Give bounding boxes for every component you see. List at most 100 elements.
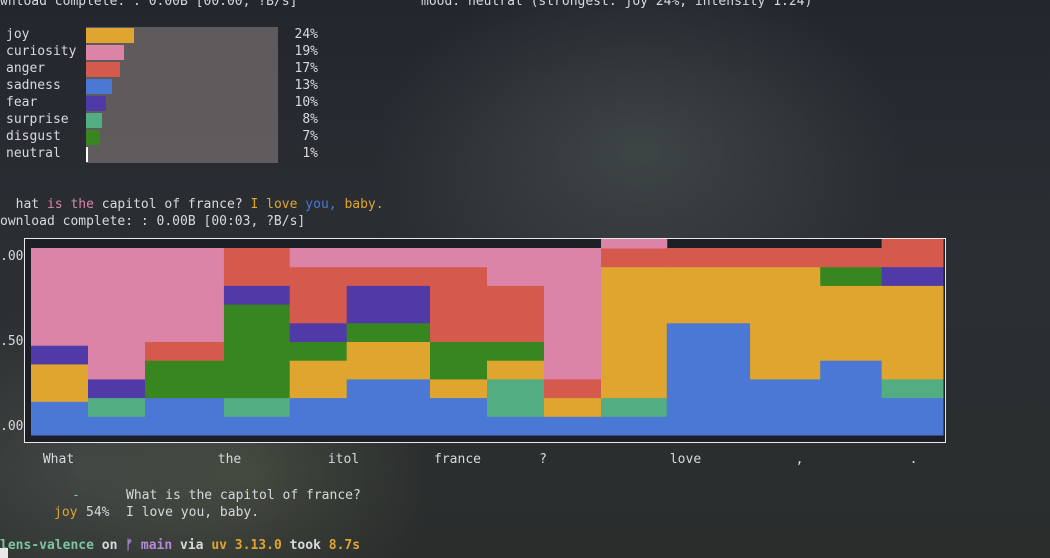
git-branch-icon: ᚠ <box>125 538 141 553</box>
stack-segment-curiosity <box>601 239 668 249</box>
stack-segment-fear <box>289 322 348 342</box>
stack-segment-sadness <box>487 416 545 436</box>
stack-segment-sadness <box>145 397 225 436</box>
emotion-percent: 19% <box>294 44 318 59</box>
stack-segment-joy <box>289 360 348 399</box>
stack-segment-joy <box>346 341 431 380</box>
stack-segment-fear <box>881 266 944 286</box>
stack-segment-disgust <box>223 304 291 399</box>
stack-segment-anger <box>601 248 668 268</box>
terminal-cursor[interactable] <box>0 548 8 558</box>
prompt-uv-version: uv 3.13.0 <box>211 538 282 553</box>
stack-segment-surprise <box>223 397 291 417</box>
prompt-duration: 8.7s <box>328 538 361 553</box>
emotion-row-joy: joy 24% <box>6 27 336 44</box>
stack-segment-disgust <box>820 266 883 286</box>
stack-segment-sadness <box>346 378 431 436</box>
stack-segment-sadness <box>223 416 291 436</box>
result-line-1: What is the capitol of france? <box>126 488 361 503</box>
word-what: hat <box>15 197 40 212</box>
stack-segment-anger <box>487 285 545 342</box>
stack-segment-anger <box>544 378 602 399</box>
stack-segment-surprise <box>881 378 944 399</box>
chart-plot-area <box>31 239 944 436</box>
y-tick-top: .00 <box>0 249 24 264</box>
emotion-row-anger: anger 17% <box>6 61 336 78</box>
prompt-branch: main <box>140 538 173 553</box>
stack-segment-sadness <box>666 322 751 436</box>
stack-segment-anger <box>820 248 883 268</box>
shell-prompt: lens-valence on ᚠ main via uv 3.13.0 too… <box>0 538 361 553</box>
stack-segment-anger <box>289 266 348 324</box>
stack-segment-curiosity <box>487 248 545 286</box>
emotion-row-sadness: sadness 13% <box>6 78 336 95</box>
stack-segment-sadness <box>430 397 488 436</box>
stack-segment-joy <box>601 266 668 399</box>
emotion-percent: 10% <box>294 95 318 110</box>
stack-segment-joy <box>750 266 821 380</box>
word-france: france? <box>187 197 243 212</box>
stack-segment-sadness <box>544 416 602 436</box>
emotion-label: surprise <box>6 112 69 127</box>
mood-summary: mood: neutral (strongest: joy 24%, inten… <box>421 0 813 9</box>
stack-segment-sadness <box>750 378 821 436</box>
emotion-bar-anger <box>86 62 120 77</box>
stack-segment-anger <box>430 266 488 342</box>
stack-segment-curiosity <box>289 248 348 268</box>
x-tick-label: france <box>434 452 481 467</box>
emotion-label: sadness <box>6 78 61 93</box>
stack-segment-curiosity <box>31 248 89 346</box>
word-you: you, <box>305 197 337 212</box>
word-of: of <box>164 197 181 212</box>
emotion-row-fear: fear 10% <box>6 95 336 112</box>
stack-segment-sadness <box>289 397 348 436</box>
stack-segment-curiosity <box>544 248 602 380</box>
stack-segment-disgust <box>289 341 348 361</box>
x-tick-label: ? <box>539 452 547 467</box>
emotion-label: curiosity <box>6 44 77 59</box>
neutral-marker: - <box>72 488 80 503</box>
emotion-percent: 13% <box>294 78 318 93</box>
word-baby: baby. <box>344 197 384 212</box>
emotion-percent: 24% <box>294 27 318 42</box>
x-tick-label: love <box>669 452 702 467</box>
stack-segment-sadness <box>820 360 883 436</box>
emotion-bar-curiosity <box>86 45 124 60</box>
stack-segment-sadness <box>31 401 89 436</box>
emotion-bar-surprise <box>86 113 102 128</box>
stack-segment-joy <box>881 285 944 380</box>
x-tick-label: What <box>42 452 75 467</box>
stack-segment-disgust <box>145 360 225 399</box>
stack-segment-anger <box>750 248 821 268</box>
stack-segment-sadness <box>601 416 668 436</box>
input-sentence: hat is the capitol of france? I love you… <box>0 181 384 213</box>
result-emotion-label: joy <box>54 505 78 520</box>
emotion-row-neutral: neutral 1% <box>6 146 336 163</box>
stack-segment-sadness <box>88 416 146 436</box>
emotion-row-disgust: disgust 7% <box>6 129 336 146</box>
stack-segment-surprise <box>601 397 668 417</box>
stack-segment-fear <box>223 285 291 305</box>
emotion-bar-fear <box>86 96 106 111</box>
stack-segment-anger <box>223 248 291 286</box>
stack-segment-curiosity <box>430 248 488 268</box>
stack-segment-joy <box>430 378 488 399</box>
x-tick-label: . <box>909 452 918 467</box>
stack-segment-joy <box>487 360 545 380</box>
emotion-bar-sadness <box>86 79 112 94</box>
emotion-percent: 8% <box>302 112 318 127</box>
emotion-row-surprise: surprise 8% <box>6 112 336 129</box>
emotion-row-curiosity: curiosity 19% <box>6 44 336 61</box>
emotion-stacked-chart <box>24 238 946 443</box>
stack-segment-anger <box>346 266 431 286</box>
word-the: the <box>70 197 94 212</box>
y-tick-bottom: .00 <box>0 419 24 434</box>
stack-segment-disgust <box>487 341 545 361</box>
emotion-percent: 17% <box>294 61 318 76</box>
stack-segment-surprise <box>88 397 146 417</box>
word-love: love <box>266 197 298 212</box>
stack-segment-fear <box>31 345 89 365</box>
emotion-percent: 1% <box>302 146 318 161</box>
x-tick-label: itol <box>327 452 360 467</box>
x-tick-label: the <box>217 452 242 467</box>
